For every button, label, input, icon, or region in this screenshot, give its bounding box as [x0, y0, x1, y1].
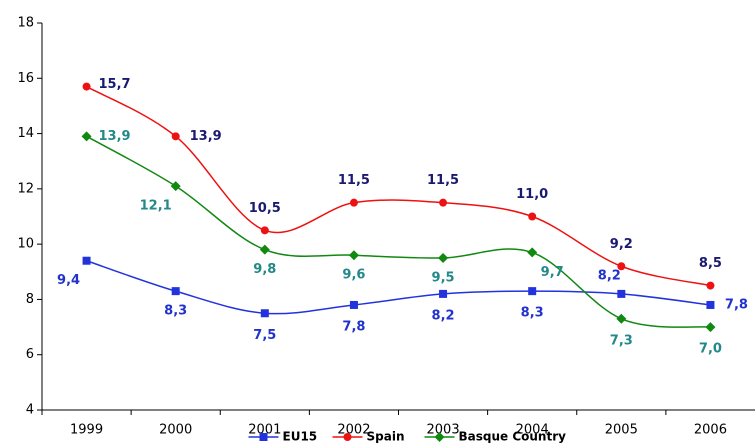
- x-tick-label: 2005: [605, 423, 638, 438]
- value-label: 8,3: [521, 306, 544, 321]
- x-tick-label: 2003: [427, 423, 460, 438]
- value-label: 9,4: [57, 273, 80, 288]
- marker: [170, 181, 181, 192]
- value-label: 11,5: [427, 173, 459, 188]
- marker: [82, 82, 91, 91]
- legend-label: Spain: [367, 430, 405, 444]
- series-line: [86, 85, 711, 287]
- marker: [617, 289, 626, 298]
- value-label: 11,0: [516, 187, 548, 202]
- marker: [343, 433, 352, 441]
- marker: [528, 287, 537, 296]
- y-tick-label: 10: [17, 237, 34, 252]
- marker: [616, 313, 627, 324]
- y-tick-label: 4: [26, 403, 34, 418]
- value-label: 7,3: [610, 333, 633, 348]
- series-line: [86, 260, 711, 315]
- marker: [260, 309, 269, 318]
- value-label: 8,2: [432, 308, 455, 323]
- x-tick-label: 2006: [694, 423, 727, 438]
- marker: [438, 252, 449, 263]
- marker: [82, 256, 91, 265]
- marker: [259, 433, 268, 441]
- marker: [706, 281, 715, 290]
- marker: [348, 250, 359, 261]
- marker: [171, 287, 180, 296]
- value-label: 9,5: [432, 270, 455, 285]
- y-tick-label: 18: [17, 16, 34, 31]
- value-label: 10,5: [249, 201, 281, 216]
- y-tick-label: 14: [17, 126, 34, 141]
- y-tick-label: 8: [26, 292, 34, 307]
- x-tick-label: 2004: [516, 423, 549, 438]
- value-label: 7,0: [699, 342, 722, 357]
- series-line: [86, 135, 711, 328]
- marker: [528, 212, 537, 221]
- legend-label: Basque Country: [459, 430, 567, 444]
- marker: [439, 198, 448, 207]
- x-tick-label: 1999: [70, 423, 103, 438]
- value-label: 12,1: [140, 199, 172, 214]
- marker: [171, 132, 180, 141]
- value-label: 15,7: [99, 77, 131, 92]
- value-label: 13,9: [99, 129, 131, 144]
- value-label: 7,8: [725, 297, 748, 312]
- value-label: 13,9: [190, 129, 222, 144]
- marker: [349, 198, 358, 207]
- marker: [527, 247, 538, 258]
- value-label: 8,2: [598, 268, 621, 283]
- marker: [617, 262, 626, 271]
- marker: [439, 289, 448, 298]
- value-label: 11,5: [338, 173, 370, 188]
- y-tick-label: 16: [17, 71, 34, 86]
- value-label: 9,7: [541, 265, 564, 280]
- marker: [349, 300, 358, 309]
- value-label: 9,8: [253, 262, 276, 277]
- value-label: 8,3: [164, 304, 187, 319]
- marker: [260, 226, 269, 235]
- x-tick-label: 2001: [248, 423, 281, 438]
- marker: [434, 432, 445, 442]
- value-label: 7,5: [253, 328, 276, 343]
- legend-label: EU15: [283, 430, 318, 444]
- y-tick-label: 12: [17, 181, 34, 196]
- value-label: 9,2: [610, 237, 633, 252]
- x-tick-label: 2000: [159, 423, 192, 438]
- marker: [259, 244, 270, 255]
- marker: [705, 322, 716, 333]
- value-label: 9,6: [342, 268, 365, 283]
- value-label: 7,8: [342, 319, 365, 334]
- value-label: 8,5: [699, 256, 722, 271]
- y-tick-label: 6: [26, 347, 34, 362]
- marker: [81, 131, 92, 142]
- marker: [706, 300, 715, 309]
